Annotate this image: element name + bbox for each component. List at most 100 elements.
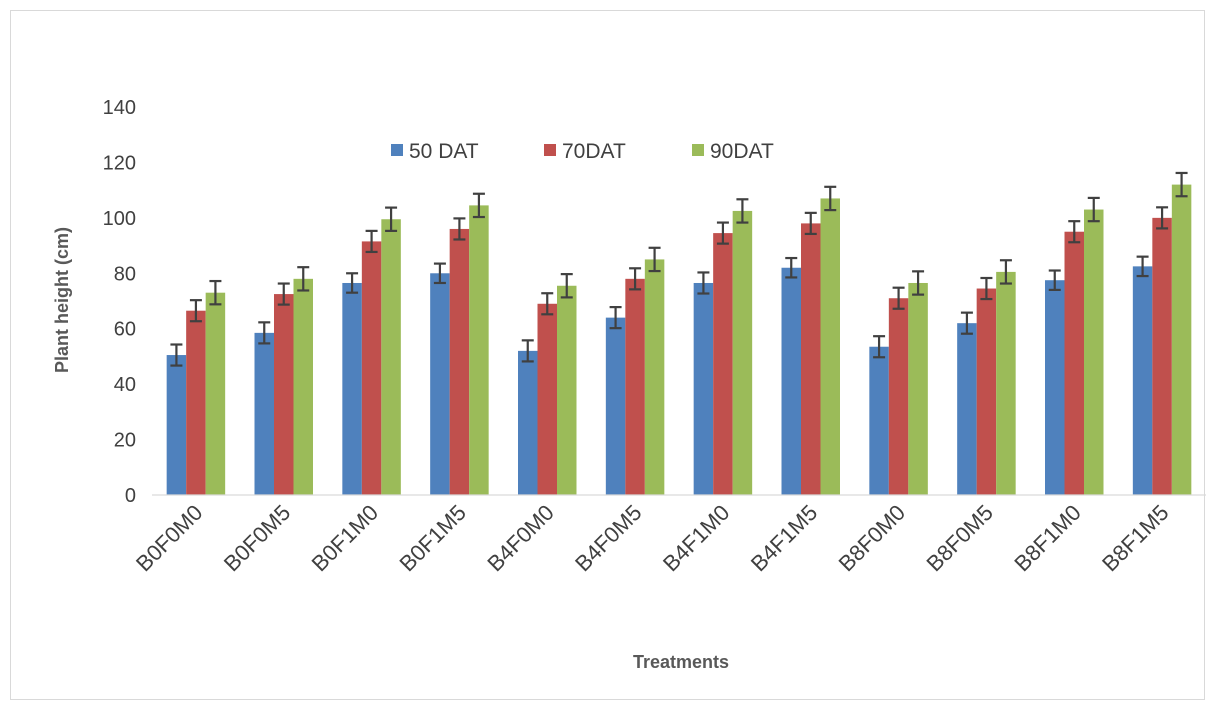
bar [186, 310, 206, 495]
y-axis-title: Plant height (cm) [52, 227, 72, 373]
bar [361, 241, 382, 495]
bar [957, 323, 977, 495]
bar [869, 346, 889, 495]
error-bar [697, 271, 710, 295]
bar [693, 282, 714, 495]
legend-label: 90DAT [710, 140, 774, 163]
bar [166, 355, 187, 495]
bar [205, 292, 226, 495]
error-bar [453, 217, 466, 241]
error-bar [999, 259, 1012, 285]
x-tick-label: B4F1M5 [746, 500, 822, 576]
bar [469, 205, 489, 495]
x-axis-ticks: B0F0M0 B0F0M5 B0F1M0 B0F1M5 B4F0M0 B4F0M5 B4F1… [131, 500, 1174, 576]
x-tick-label: B8F0M5 [921, 500, 997, 576]
error-bar [1068, 220, 1081, 244]
bar [996, 271, 1016, 495]
legend-item: 90DAT [692, 140, 774, 163]
error-bar [541, 292, 554, 316]
error-bar [648, 246, 661, 273]
error-bar [960, 311, 973, 335]
bar [1084, 209, 1104, 496]
error-bar [189, 299, 202, 323]
error-bar [629, 267, 642, 291]
bar [908, 282, 928, 495]
x-tick-label: B0F0M5 [219, 500, 295, 576]
error-bar [716, 221, 729, 245]
y-axis-ticks: 0 20 40 60 80 100 120 140 [103, 97, 136, 507]
y-tick-label: 80 [114, 263, 136, 285]
error-bar [980, 276, 993, 301]
error-bar [258, 321, 271, 345]
bar [1045, 280, 1065, 495]
bar [644, 259, 665, 495]
x-tick-label: B4F0M0 [482, 500, 558, 576]
error-bar [736, 198, 749, 224]
bar [381, 219, 401, 495]
x-tick-label: B0F1M0 [307, 500, 383, 576]
bar [293, 278, 313, 495]
y-tick-label: 20 [114, 430, 136, 452]
bar [976, 288, 997, 495]
error-bar [472, 192, 485, 219]
bar [537, 303, 557, 495]
y-tick-label: 100 [103, 208, 136, 230]
bar [1132, 266, 1153, 495]
error-bar [433, 262, 446, 285]
error-bar [209, 279, 222, 306]
bar [254, 332, 274, 495]
error-bar [1136, 255, 1149, 278]
y-tick-label: 0 [125, 485, 136, 507]
y-tick-label: 120 [103, 152, 136, 174]
x-tick-label: B4F0M5 [570, 500, 646, 576]
bar [713, 233, 733, 495]
bar [781, 267, 801, 495]
bar [732, 210, 753, 495]
bar [1171, 184, 1192, 495]
bar [888, 298, 909, 495]
error-bar [1087, 196, 1100, 223]
legend-label: 50 DAT [409, 140, 479, 163]
error-bar [365, 229, 378, 254]
bar [1152, 217, 1172, 495]
legend-swatch [692, 144, 704, 156]
error-bar [521, 339, 534, 363]
error-bar [824, 185, 837, 212]
y-tick-label: 40 [114, 374, 136, 396]
x-axis-title: Treatments [633, 652, 729, 672]
legend-label: 70DAT [562, 140, 626, 163]
error-bar [804, 211, 817, 236]
y-tick-label: 60 [114, 319, 136, 341]
bar [430, 273, 450, 495]
error-bar [346, 272, 359, 294]
error-bar [873, 335, 886, 359]
bar [274, 294, 294, 495]
error-bar [912, 270, 925, 296]
x-tick-label: B4F1M0 [658, 500, 734, 576]
error-bar [609, 305, 622, 330]
error-bar [892, 286, 905, 310]
error-bar [170, 343, 183, 367]
bar [1064, 231, 1084, 495]
bar [518, 350, 538, 495]
legend-item: 70DAT [544, 140, 626, 163]
bars [166, 184, 1192, 496]
error-bar [277, 282, 290, 306]
bar [625, 278, 645, 495]
x-tick-label: B8F0M0 [834, 500, 910, 576]
bar [449, 228, 470, 495]
error-bar [560, 273, 573, 299]
legend-swatch [391, 144, 403, 156]
x-tick-label: B8F1M5 [1097, 500, 1173, 576]
y-tick-label: 140 [103, 97, 136, 119]
error-bar [1048, 269, 1061, 292]
x-tick-label: B0F1M5 [394, 500, 470, 576]
bar [801, 223, 821, 495]
error-bar [1156, 206, 1169, 230]
legend: 50 DAT 70DAT 90DAT [391, 140, 774, 163]
error-bars [170, 171, 1188, 367]
x-tick-label: B0F0M0 [131, 500, 207, 576]
bar [342, 282, 362, 495]
bar [557, 285, 577, 495]
